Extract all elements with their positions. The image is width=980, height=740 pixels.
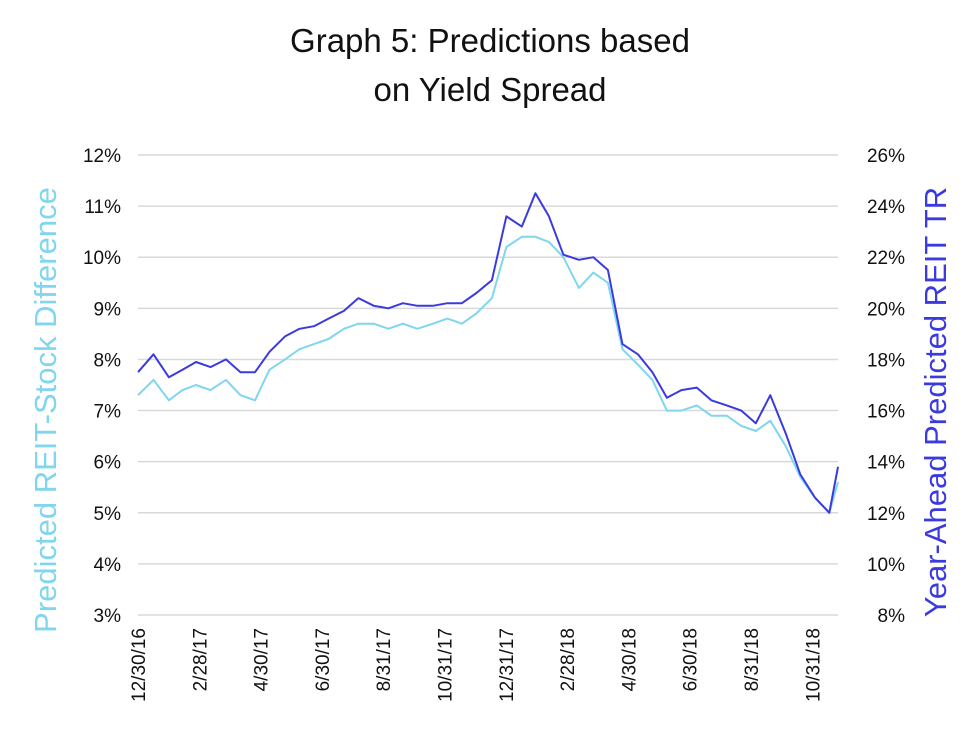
- left-y-tick-label: 11%: [84, 197, 121, 218]
- x-tick-label: 4/30/17: [252, 628, 273, 691]
- right-y-axis-title: Year-Ahead Predicted REIT TR: [918, 187, 953, 617]
- left-y-tick-label: 7%: [94, 402, 122, 423]
- right-series-line: [137, 192, 839, 514]
- x-tick-label: 2/28/18: [558, 628, 579, 691]
- gridlines: [138, 154, 838, 616]
- right-y-tick-label: 14%: [867, 453, 905, 474]
- x-tick-label: 2/28/17: [190, 628, 211, 691]
- right-y-tick-label: 18%: [867, 350, 905, 371]
- right-y-tick-labels: 8% 10% 12% 14% 16% 18% 20% 22% 24% 26%: [867, 146, 905, 627]
- right-y-tick-label: 20%: [867, 299, 905, 320]
- x-tick-label: 10/31/17: [436, 628, 457, 702]
- left-y-tick-label: 12%: [83, 146, 121, 167]
- left-y-tick-label: 5%: [94, 504, 122, 525]
- right-y-tick-label: 26%: [867, 146, 905, 167]
- left-y-tick-label: 9%: [94, 299, 122, 320]
- x-tick-label: 6/30/17: [313, 628, 334, 691]
- left-y-tick-label: 3%: [94, 606, 122, 627]
- right-y-tick-label: 16%: [867, 402, 905, 423]
- right-y-tick-label: 10%: [867, 555, 905, 576]
- left-y-tick-label: 4%: [94, 555, 122, 576]
- x-tick-label: 12/30/16: [129, 628, 150, 702]
- chart-title-line-2: on Yield Spread: [373, 71, 606, 108]
- right-y-tick-label: 22%: [867, 248, 905, 269]
- x-tick-label: 6/30/18: [681, 628, 702, 691]
- right-y-tick-label: 12%: [867, 504, 905, 525]
- x-tick-label: 4/30/18: [619, 628, 640, 691]
- x-tick-label: 12/31/17: [497, 628, 518, 702]
- left-y-tick-labels: 3% 4% 5% 6% 7% 8% 9% 10% 11% 12%: [83, 146, 121, 627]
- left-y-tick-label: 6%: [94, 453, 122, 474]
- right-y-tick-label: 24%: [867, 197, 905, 218]
- left-y-tick-label: 10%: [83, 248, 121, 269]
- x-tick-label: 8/31/17: [374, 628, 395, 691]
- left-series-line: [137, 235, 839, 514]
- left-y-tick-label: 8%: [94, 350, 122, 371]
- x-tick-label: 10/31/18: [803, 628, 824, 702]
- right-y-tick-label: 8%: [878, 606, 906, 627]
- x-tick-label: 8/31/18: [742, 628, 763, 691]
- chart-title-line-1: Graph 5: Predictions based: [290, 22, 690, 59]
- x-tick-labels: 12/30/16 2/28/17 4/30/17 6/30/17 8/31/17 10/3…: [129, 628, 824, 702]
- left-y-axis-title: Predicted REIT-Stock Difference: [28, 187, 63, 633]
